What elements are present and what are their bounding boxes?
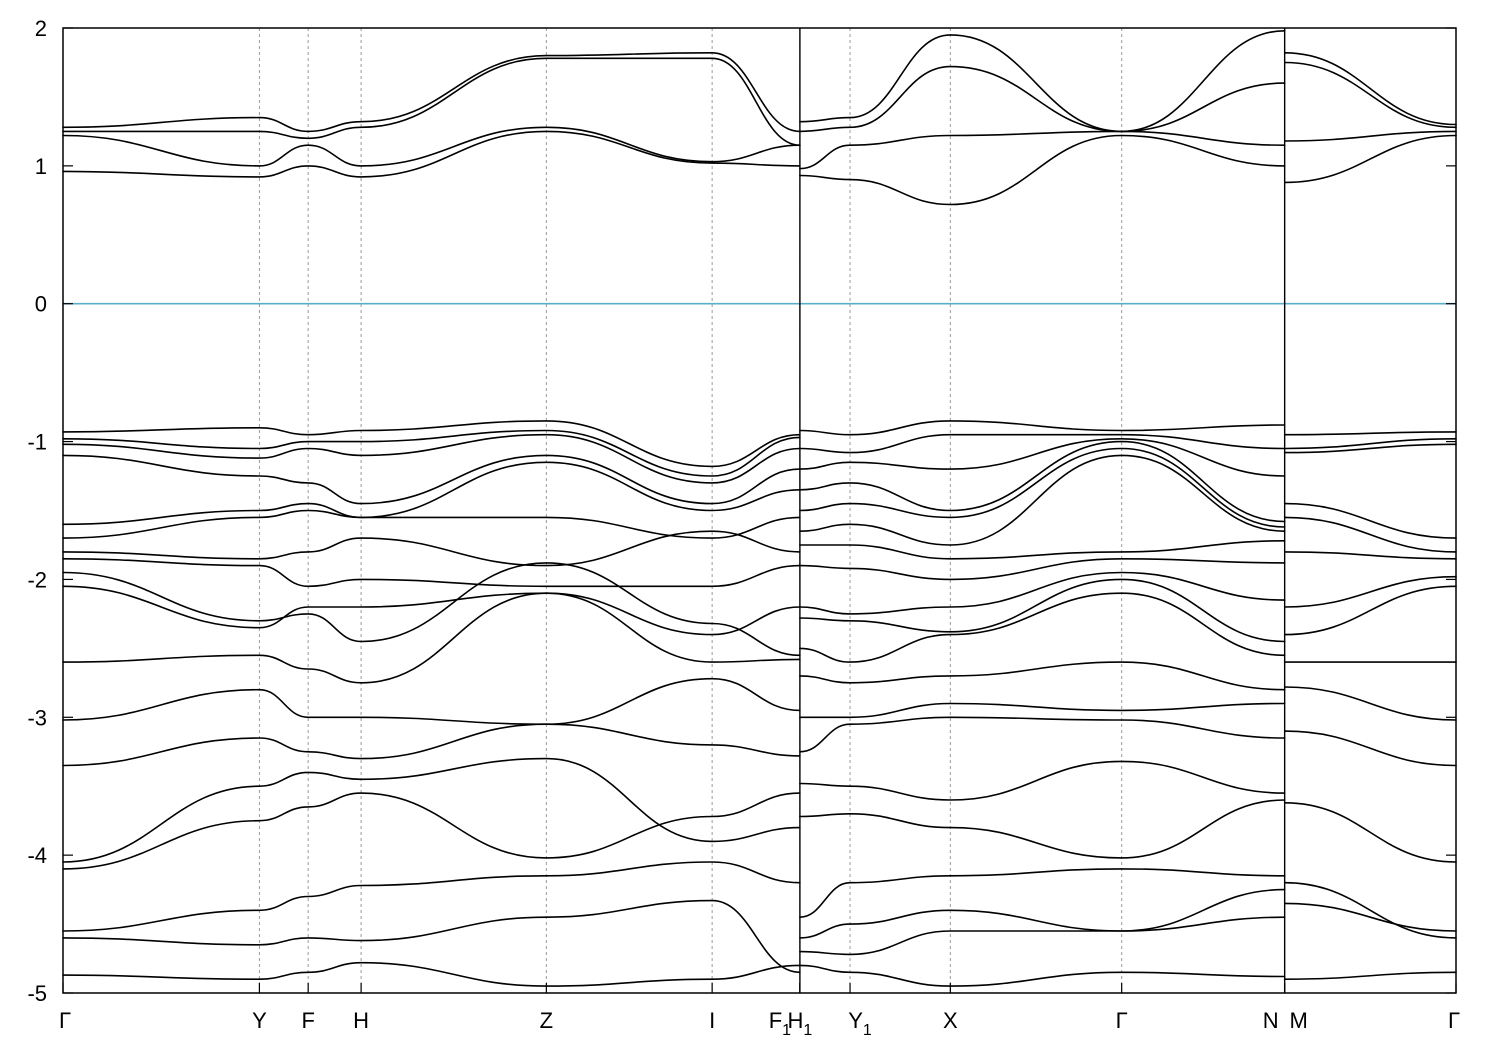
band-line-s0-b0 — [62, 961, 801, 987]
band-line-s2-b16 — [1283, 130, 1457, 142]
band-line-s2-b3 — [1283, 802, 1457, 863]
top-mask — [0, 0, 1500, 28]
band-line-s2-b11 — [1283, 502, 1457, 539]
band-line-s1-b10 — [799, 578, 1286, 643]
y-tick-label: 1 — [35, 154, 47, 179]
band-line-s0-b17 — [62, 420, 801, 468]
band-line-s0-b10 — [62, 558, 801, 588]
band-line-s2-b4 — [1283, 730, 1457, 767]
band-line-s0-b7 — [62, 592, 801, 684]
band-line-s2-b14 — [1283, 431, 1457, 436]
band-line-s0-b19 — [62, 126, 801, 167]
band-line-s1-b23 — [799, 30, 1286, 133]
x-tick-label: Γ — [1116, 1008, 1128, 1033]
band-line-s0-b6 — [62, 677, 801, 725]
x-tick-label: Y — [252, 1008, 267, 1033]
band-line-s2-b8 — [1283, 575, 1457, 608]
band-lines — [62, 28, 1457, 993]
band-line-s0-b16 — [62, 429, 801, 477]
band-line-s2-b1 — [1283, 902, 1457, 932]
band-line-s1-b0 — [799, 964, 1286, 987]
band-line-s2-b12 — [1283, 443, 1457, 454]
band-line-s1-b13 — [799, 540, 1286, 560]
band-line-s0-b11 — [62, 530, 801, 567]
band-line-s2-b5 — [1283, 686, 1457, 721]
band-line-s1-b6 — [799, 716, 1286, 753]
x-tick-label: I — [709, 1008, 715, 1033]
x-tick-label: F — [301, 1008, 314, 1033]
band-line-s0-b12 — [62, 509, 801, 539]
band-line-s0-b3 — [62, 792, 801, 870]
band-line-s0-b4 — [62, 757, 801, 863]
y-axis: -5 -4 -3 -2 -1 0 1 2 — [27, 16, 1456, 1006]
band-line-s0-b15 — [62, 433, 801, 484]
band-line-s1-b20 — [799, 134, 1286, 206]
band-line-s2-b0 — [1283, 971, 1457, 980]
band-line-s0-b13 — [62, 461, 801, 526]
y-tick-label: 0 — [35, 292, 47, 317]
x-tick-label: M — [1289, 1008, 1307, 1033]
y-tick-label: -2 — [27, 567, 47, 592]
band-line-s0-b14 — [62, 454, 801, 505]
x-tick-label: N — [1263, 1008, 1279, 1033]
band-line-s0-b18 — [62, 130, 801, 178]
band-line-s1-b7 — [799, 702, 1286, 719]
band-line-s2-b7 — [1283, 585, 1457, 636]
band-line-s1-b8 — [799, 661, 1286, 691]
band-line-s0-b9 — [62, 562, 801, 657]
band-line-s2-b2 — [1283, 881, 1457, 939]
band-line-s0-b8 — [62, 585, 801, 636]
band-line-s1-b16 — [799, 440, 1286, 523]
band-line-s2-b10 — [1283, 516, 1457, 553]
y-tick-label: -1 — [27, 430, 47, 455]
band-line-s1-b2 — [799, 888, 1286, 939]
band-line-s0-b2 — [62, 861, 801, 932]
band-line-s2-b17 — [1283, 61, 1457, 129]
band-line-s1-b17 — [799, 438, 1286, 477]
band-line-s1-b22 — [799, 65, 1286, 133]
band-line-s1-b11 — [799, 571, 1286, 615]
x-tick-label: Γ — [1448, 1008, 1460, 1033]
y-tick-label: -4 — [27, 843, 47, 868]
band-line-s1-b4 — [799, 799, 1286, 859]
x-tick-label: X — [943, 1008, 958, 1033]
band-line-s1-b21 — [799, 130, 1286, 170]
band-line-s0-b5 — [62, 723, 801, 767]
band-line-s2-b9 — [1283, 551, 1457, 560]
band-line-s1-b15 — [799, 447, 1286, 528]
band-line-s0-b20 — [62, 57, 801, 146]
band-line-s1-b18 — [799, 433, 1286, 454]
band-line-s0-b21 — [62, 52, 801, 133]
y-tick-label: -5 — [27, 981, 47, 1006]
band-line-s2-b18 — [1283, 52, 1457, 126]
band-line-s1-b14 — [799, 454, 1286, 546]
x-tick-label: H — [353, 1008, 369, 1033]
band-line-s1-b12 — [799, 558, 1286, 581]
kpoint-separators — [258, 28, 1286, 993]
y-tick-label: -3 — [27, 705, 47, 730]
band-line-s1-b19 — [799, 420, 1286, 436]
bottom-mask — [0, 993, 1500, 1050]
plot-frame — [62, 27, 1457, 994]
x-tick-label: Z — [540, 1008, 553, 1033]
x-tick-label: Γ — [59, 1008, 71, 1033]
band-line-s1-b5 — [799, 760, 1286, 801]
band-line-s2-b13 — [1283, 438, 1457, 450]
band-line-s1-b3 — [799, 868, 1286, 918]
band-line-s1-b1 — [799, 916, 1286, 956]
band-line-s1-b9 — [799, 592, 1286, 663]
y-tick-label: 2 — [35, 16, 47, 41]
band-line-s2-b15 — [1283, 134, 1457, 184]
band-line-s0-b1 — [62, 899, 801, 974]
